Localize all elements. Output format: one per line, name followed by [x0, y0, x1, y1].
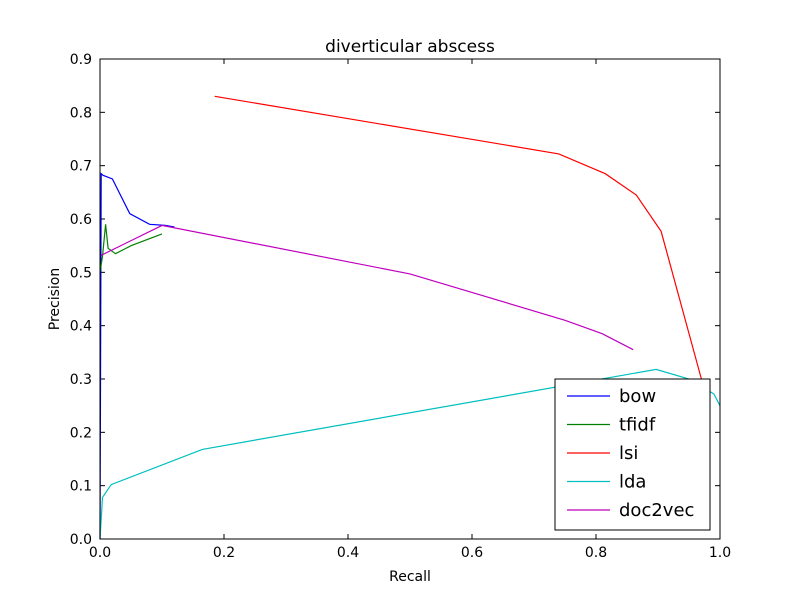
- plot-area-frame: [99, 58, 721, 540]
- legend-label-tfidf: tfidf: [619, 415, 656, 436]
- x-tick-label: 0.6: [461, 545, 483, 561]
- y-tick-label: 0.1: [70, 479, 92, 495]
- series-line-tfidf: [99, 224, 163, 273]
- x-tick-label: 0.2: [213, 545, 235, 561]
- legend-box: [554, 378, 711, 531]
- series-lines: [99, 95, 721, 540]
- chart-title: diverticular abscess: [325, 37, 495, 57]
- y-tick-label: 0.9: [70, 52, 92, 68]
- y-tick-label: 0.8: [70, 105, 92, 121]
- legend-label-lsi: lsi: [619, 443, 638, 464]
- series-line-lsi: [214, 95, 702, 380]
- y-tick-label: 0.6: [70, 212, 92, 228]
- y-tick-label: 0.3: [70, 372, 92, 388]
- y-tick-label: 0.0: [70, 532, 92, 548]
- x-tick-label: 0.8: [585, 545, 607, 561]
- y-axis-label: Precision: [47, 268, 63, 330]
- legend-label-lda: lda: [619, 472, 646, 493]
- x-tick-label: 0.0: [89, 545, 111, 561]
- legend-label-doc2vec: doc2vec: [619, 500, 694, 521]
- y-tick-label: 0.5: [70, 265, 92, 281]
- y-tick-label: 0.2: [70, 425, 92, 441]
- legend: bow tfidf lsi lda doc2vec: [554, 378, 711, 531]
- axis-ticks: 0.0 0.2 0.4 0.6 0.8 1.0 0.0 0.1 0.2 0.3 0.4 0.5 0.6 0…: [70, 52, 731, 561]
- x-tick-label: 0.4: [337, 545, 359, 561]
- legend-label-bow: bow: [619, 386, 656, 407]
- x-axis-label: Recall: [389, 569, 431, 585]
- x-tick-label: 1.0: [709, 545, 731, 561]
- y-tick-label: 0.4: [70, 319, 92, 335]
- series-line-doc2vec: [100, 224, 634, 351]
- y-tick-label: 0.7: [70, 159, 92, 175]
